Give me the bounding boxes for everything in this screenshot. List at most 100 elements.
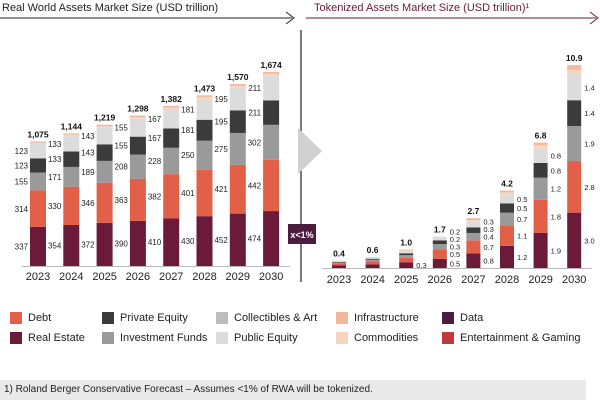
tokenized-bar-investment-funds-2026 — [432, 244, 447, 250]
transition-arrow-icon — [298, 128, 322, 174]
rwa-bar-private-equity-2028 — [196, 119, 213, 141]
tokenized-bar-infrastructure-2030 — [567, 65, 582, 70]
tokenized-bar-infrastructure-2025 — [399, 249, 414, 251]
rwa-total-label: 1,298 — [127, 104, 149, 114]
tokenized-year-label: 2029 — [528, 274, 552, 286]
rwa-bar-investment-funds-2030 — [263, 124, 280, 160]
tokenized-value-label: 1.4 — [584, 83, 594, 92]
legend-item-investment-funds: Investment Funds — [102, 332, 207, 344]
rwa-bar-real-estate-2029 — [229, 213, 246, 266]
tokenized-value-label: 1.4 — [584, 109, 594, 118]
tokenized-bar-infrastructure-2029 — [533, 142, 548, 146]
rwa-bar-investment-funds-2028 — [196, 140, 213, 170]
rwa-bar-debt-2027 — [163, 174, 180, 219]
rwa-total-label: 1,144 — [61, 121, 83, 131]
tokenized-bar-real-estate-2027 — [466, 253, 481, 268]
rwa-bar-commodities-2025 — [96, 126, 113, 128]
legend-item-public-equity: Public Equity — [216, 332, 298, 344]
rwa-total-label: 1,473 — [194, 83, 216, 93]
tokenized-total-label: 1.0 — [400, 238, 412, 248]
tokenized-bar-investment-funds-2025 — [399, 255, 414, 258]
tokenized-bar-private-equity-2030 — [567, 100, 582, 127]
tokenized-bar-debt-2027 — [466, 240, 481, 254]
rwa-bar-commodities-2029 — [229, 85, 246, 88]
legend-swatch — [10, 312, 22, 324]
rwa-bar-commodities-2024 — [63, 134, 80, 137]
rwa-value-label: 167 — [148, 115, 162, 124]
rwa-bar-commodities-2028 — [196, 96, 213, 99]
rwa-bar-debt-2025 — [96, 182, 113, 223]
tokenized-bar-public-equity-2028 — [500, 194, 514, 204]
tokenized-bar-public-equity-2025 — [399, 251, 414, 254]
tokenized-total-label: 0.4 — [333, 249, 345, 259]
tokenized-bar-infrastructure-2027 — [466, 218, 481, 221]
legend-label: Private Equity — [120, 312, 188, 324]
rwa-value-label: 155 — [115, 124, 129, 133]
rwa-bar-infrastructure-2024 — [63, 133, 80, 135]
rwa-bar-commodities-2027 — [163, 107, 180, 110]
chart-canvas: 337 314 155 123 123 1,075 2023 354 330 171 133 133 1… — [0, 11, 599, 286]
rwa-value-label: 211 — [248, 84, 261, 93]
tokenized-value-label: 1.8 — [551, 212, 561, 221]
tokenized-bar-public-equity-2029 — [533, 148, 548, 163]
legend-swatch — [102, 312, 114, 324]
tokenized-bar-private-equity-2025 — [399, 253, 414, 256]
tokenized-value-label: 0.7 — [483, 243, 493, 252]
tokenized-value-label: 1.2 — [517, 253, 527, 262]
rwa-value-label: 346 — [81, 199, 95, 208]
legend-item-collectibles: Collectibles & Art — [216, 312, 317, 324]
rwa-bar-private-equity-2024 — [63, 151, 80, 167]
rwa-value-label: 382 — [148, 192, 162, 201]
legend-item-data: Data — [442, 312, 483, 324]
tokenized-bar-real-estate-2026 — [432, 258, 447, 268]
tokenized-value-label: 0.3 — [416, 261, 426, 270]
rwa-value-label: 390 — [115, 239, 129, 248]
rwa-bar-investment-funds-2023 — [30, 172, 46, 191]
tokenized-total-label: 0.6 — [367, 245, 379, 255]
legend-item-entertainment: Entertainment & Gaming — [442, 332, 580, 344]
tokenized-assets-chart: 0.420230.620240.31.020250.50.50.30.20.21… — [322, 53, 595, 286]
rwa-bar-investment-funds-2029 — [229, 132, 246, 165]
tokenized-bar-infrastructure-2028 — [500, 190, 514, 193]
legend-swatch — [216, 332, 228, 344]
legend-item-infrastructure: Infrastructure — [336, 312, 419, 324]
legend-swatch — [216, 312, 228, 324]
rwa-total-label: 1,674 — [260, 60, 282, 70]
legend-item-debt: Debt — [10, 312, 51, 324]
tokenized-year-label: 2026 — [428, 274, 452, 286]
legend-label: Infrastructure — [354, 312, 419, 324]
rwa-value-label: 167 — [148, 134, 162, 143]
rwa-bar-real-estate-2027 — [163, 218, 180, 266]
legend-label: Public Equity — [234, 332, 298, 344]
rwa-year-label: 2028 — [192, 271, 216, 283]
rwa-bar-private-equity-2030 — [263, 100, 280, 125]
rwa-value-label: 354 — [48, 241, 62, 250]
tokenized-bar-investment-funds-2029 — [533, 177, 548, 200]
rwa-value-label: 275 — [214, 145, 228, 154]
rwa-value-label: 171 — [48, 173, 62, 182]
tokenized-value-label: 0.8 — [551, 166, 561, 175]
rwa-bar-infrastructure-2027 — [163, 105, 180, 108]
legend-label: Commodities — [354, 332, 419, 344]
rwa-value-label: 302 — [248, 138, 262, 147]
rwa-bar-infrastructure-2029 — [229, 84, 246, 86]
tokenized-value-label: 1.1 — [517, 232, 527, 241]
tokenized-value-label: 0.3 — [483, 218, 493, 227]
rwa-value-label: 372 — [81, 240, 95, 249]
rwa-total-label: 1,570 — [227, 72, 249, 82]
rwa-value-label: 133 — [48, 140, 62, 149]
tokenized-header-arrow — [306, 11, 599, 25]
legend-swatch — [10, 332, 22, 344]
rwa-bar-private-equity-2025 — [96, 144, 113, 161]
rwa-value-label: 195 — [214, 118, 228, 127]
tokenized-bar-public-equity-2024 — [365, 257, 380, 259]
tokenized-bar-private-equity-2023 — [332, 261, 346, 263]
rwa-value-label: 155 — [15, 178, 29, 187]
rwa-chart-header: Real World Assets Market Size (USD trill… — [0, 0, 300, 22]
tokenized-bar-commodities-2030 — [567, 69, 582, 75]
legend-label: Real Estate — [28, 332, 85, 344]
rwa-bar-public-equity-2029 — [229, 87, 246, 111]
tokenized-year-label: 2027 — [461, 274, 485, 286]
tokenized-value-label: 0.7 — [517, 215, 527, 224]
legend-swatch — [442, 332, 454, 344]
